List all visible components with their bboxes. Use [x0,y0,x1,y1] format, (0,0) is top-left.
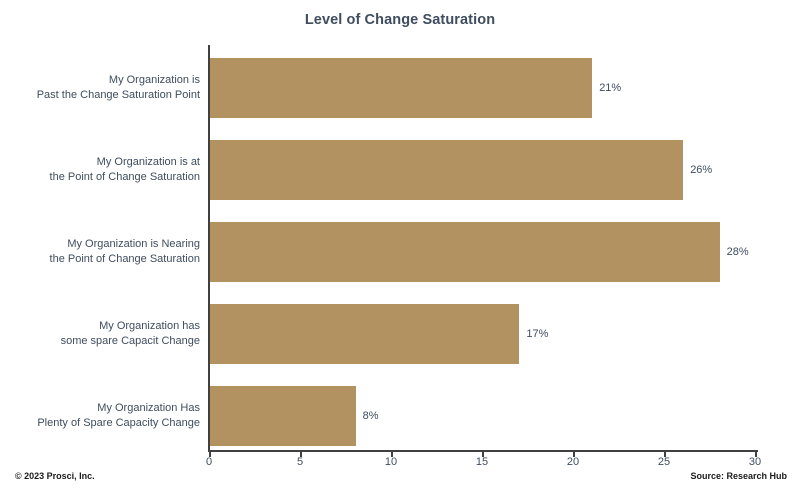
tick-mark [300,452,302,457]
tick-mark [209,452,211,457]
y-axis-line [208,45,210,452]
bar [210,386,356,446]
chart-title: Level of Change Saturation [304,12,496,28]
bar-value-label: 21% [599,81,622,94]
source-text: Source: Research Hub [690,471,787,481]
tick-label: 5 [296,456,304,468]
tick-label: 20 [566,456,580,468]
bar-value-label: 26% [690,163,713,176]
tick-label: 0 [205,456,213,468]
bar-value-label: 17% [526,327,549,340]
bar-value-label: 28% [726,245,749,258]
tick-mark [391,452,393,457]
category-label: My Organization is Nearing the Point of C… [49,238,200,265]
category-label: My Organization is Past the Change Satura… [36,74,200,101]
bar-value-label: 8% [362,409,379,422]
bar [210,304,520,364]
copyright-text: © 2023 Prosci, Inc. [15,471,95,481]
bar [210,58,593,118]
tick-label: 30 [748,456,762,468]
bar [210,140,684,200]
tick-mark [664,452,666,457]
tick-mark [573,452,575,457]
tick-label: 10 [384,456,398,468]
x-axis-line [208,450,758,452]
category-label: My Organization is at the Point of Change… [49,156,200,183]
tick-mark [482,452,484,457]
bar [210,222,720,282]
tick-mark [755,452,757,457]
tick-label: 25 [657,456,671,468]
category-label: My Organization has some spare Capacit Ch… [60,320,200,347]
category-label: My Organization Has Plenty of Spare Capac… [37,402,200,429]
tick-label: 15 [475,456,489,468]
